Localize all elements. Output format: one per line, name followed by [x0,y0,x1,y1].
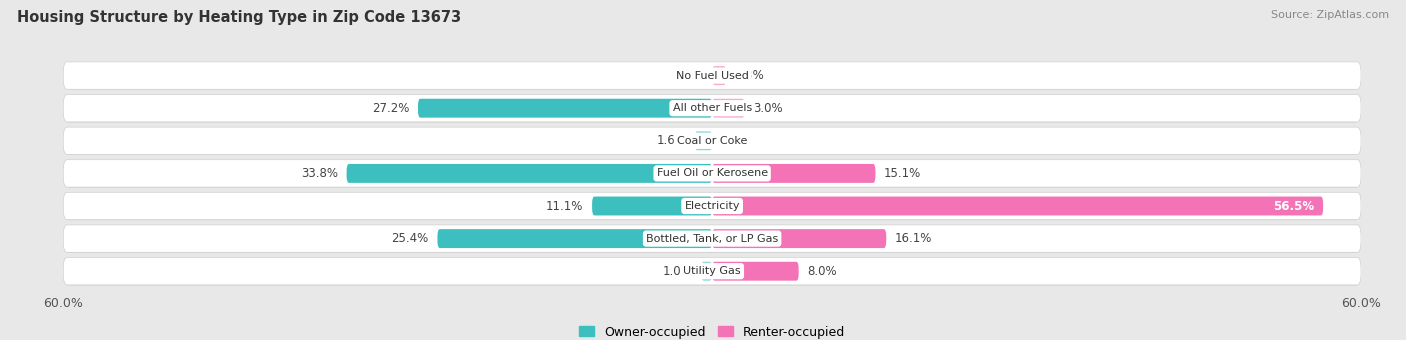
Text: 27.2%: 27.2% [373,102,409,115]
FancyBboxPatch shape [437,229,713,248]
FancyBboxPatch shape [65,193,1360,220]
FancyBboxPatch shape [713,229,886,248]
FancyBboxPatch shape [63,257,1361,285]
Text: 56.5%: 56.5% [1274,200,1315,212]
FancyBboxPatch shape [63,192,1361,220]
Text: Source: ZipAtlas.com: Source: ZipAtlas.com [1271,10,1389,20]
FancyBboxPatch shape [65,160,1360,188]
Text: 3.0%: 3.0% [754,102,783,115]
FancyBboxPatch shape [418,99,713,118]
Text: Bottled, Tank, or LP Gas: Bottled, Tank, or LP Gas [645,234,779,243]
FancyBboxPatch shape [713,99,745,118]
FancyBboxPatch shape [65,95,1360,122]
Text: Coal or Coke: Coal or Coke [676,136,748,146]
Text: No Fuel Used: No Fuel Used [676,71,748,81]
FancyBboxPatch shape [713,197,1323,216]
Text: 15.1%: 15.1% [884,167,921,180]
Text: 8.0%: 8.0% [807,265,837,278]
Text: 0.0%: 0.0% [673,69,703,82]
Text: 1.0%: 1.0% [662,265,693,278]
Legend: Owner-occupied, Renter-occupied: Owner-occupied, Renter-occupied [579,325,845,339]
FancyBboxPatch shape [592,197,713,216]
Text: 1.6%: 1.6% [657,134,686,147]
Text: 33.8%: 33.8% [301,167,337,180]
FancyBboxPatch shape [63,160,1361,187]
FancyBboxPatch shape [65,225,1360,253]
Text: All other Fuels: All other Fuels [672,103,752,113]
FancyBboxPatch shape [63,225,1361,252]
Text: Utility Gas: Utility Gas [683,266,741,276]
Text: Electricity: Electricity [685,201,740,211]
FancyBboxPatch shape [713,164,876,183]
Text: 0.0%: 0.0% [721,134,751,147]
FancyBboxPatch shape [713,262,799,280]
FancyBboxPatch shape [65,128,1360,155]
Text: Fuel Oil or Kerosene: Fuel Oil or Kerosene [657,168,768,179]
FancyBboxPatch shape [65,62,1360,90]
Text: 25.4%: 25.4% [391,232,429,245]
Text: Housing Structure by Heating Type in Zip Code 13673: Housing Structure by Heating Type in Zip… [17,10,461,25]
FancyBboxPatch shape [63,95,1361,122]
FancyBboxPatch shape [63,127,1361,154]
Text: 11.1%: 11.1% [546,200,583,212]
FancyBboxPatch shape [65,258,1360,285]
FancyBboxPatch shape [63,62,1361,89]
FancyBboxPatch shape [713,66,725,85]
FancyBboxPatch shape [702,262,713,280]
FancyBboxPatch shape [347,164,713,183]
FancyBboxPatch shape [695,131,713,150]
Text: 16.1%: 16.1% [894,232,932,245]
Text: 1.3%: 1.3% [735,69,765,82]
